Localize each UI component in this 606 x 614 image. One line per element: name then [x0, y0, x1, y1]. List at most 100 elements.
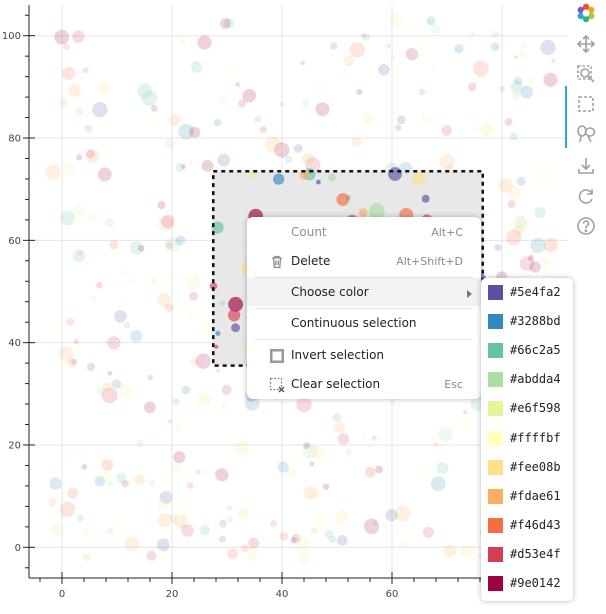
count-menu-item[interactable]: Count Alt+C	[247, 218, 481, 246]
scatter-point	[513, 55, 519, 60]
help-icon[interactable]	[574, 214, 598, 238]
scatter-point	[297, 551, 311, 564]
scatter-point	[372, 520, 377, 526]
scatter-point	[443, 544, 457, 558]
scatter-point	[527, 77, 535, 85]
scatter-point	[334, 422, 346, 434]
scatter-point	[517, 51, 526, 59]
scatter-point	[303, 485, 317, 500]
scatter-point	[85, 149, 100, 163]
scatter-point	[259, 125, 267, 134]
scatter-point	[245, 551, 257, 562]
color-hex-label: #5e4fa2	[510, 285, 561, 299]
scatter-point	[82, 528, 91, 537]
scatter-point	[213, 118, 222, 127]
scatter-point	[322, 483, 330, 490]
color-option[interactable]: #66c2a5	[481, 336, 573, 365]
clear-selection-label: Clear selection	[291, 377, 381, 391]
delete-menu-item[interactable]: Delete Alt+Shift+D	[247, 247, 481, 275]
color-option[interactable]: #ffffbf	[481, 424, 573, 453]
scatter-point	[181, 524, 194, 537]
scatter-point	[273, 173, 285, 185]
scatter-point	[173, 451, 186, 464]
continuous-selection-menu-item[interactable]: Continuous selection	[247, 309, 481, 337]
scatter-point	[50, 523, 64, 537]
scatter-point	[286, 466, 297, 478]
scatter-point	[543, 72, 558, 87]
choose-color-menu-item[interactable]: Choose color	[247, 278, 481, 306]
scatter-point	[505, 229, 522, 246]
scatter-point	[332, 412, 342, 423]
y-tick-label: 100	[2, 31, 21, 42]
scatter-point	[168, 114, 181, 127]
scatter-point	[212, 165, 219, 171]
scatter-point	[215, 468, 229, 482]
scatter-point	[72, 30, 85, 44]
scatter-point	[75, 107, 84, 116]
color-option[interactable]: #3288bd	[481, 307, 573, 336]
scatter-point	[215, 368, 221, 374]
scatter-point	[219, 519, 227, 528]
scatter-point	[386, 43, 391, 48]
color-option[interactable]: #d53e4f	[481, 540, 573, 569]
color-hex-label: #66c2a5	[510, 343, 561, 358]
color-option[interactable]: #9e0142	[481, 569, 573, 598]
scatter-point	[92, 101, 108, 118]
scatter-point	[189, 126, 201, 138]
scatter-point	[361, 33, 366, 38]
count-label: Count	[291, 225, 327, 239]
scatter-point	[214, 344, 219, 349]
scatter-point	[421, 114, 431, 124]
choose-color-label: Choose color	[291, 285, 369, 299]
scatter-point	[507, 200, 516, 209]
color-option[interactable]: #e6f598	[481, 394, 573, 423]
color-option[interactable]: #5e4fa2	[481, 278, 573, 307]
reset-icon[interactable]	[574, 184, 598, 208]
clear-selection-menu-item[interactable]: Clear selection Esc	[247, 370, 481, 398]
scatter-point	[343, 55, 354, 67]
save-icon[interactable]	[574, 154, 598, 178]
box-zoom-icon[interactable]	[574, 62, 598, 86]
scatter-point	[97, 167, 112, 182]
scatter-point	[336, 535, 348, 546]
color-option[interactable]: #abdda4	[481, 365, 573, 394]
scatter-point	[441, 125, 452, 136]
color-option[interactable]: #fee08b	[481, 453, 573, 482]
scatter-point	[418, 88, 426, 96]
submenu-arrow-icon	[467, 290, 472, 298]
scatter-point	[537, 166, 553, 183]
scatter-point	[529, 261, 541, 273]
scatter-point	[164, 303, 174, 312]
scatter-point	[521, 42, 527, 48]
scatter-point	[510, 80, 524, 94]
scatter-point	[186, 276, 200, 290]
bokeh-logo-icon[interactable]	[574, 1, 598, 25]
scatter-point	[294, 144, 303, 153]
scatter-point	[60, 210, 76, 226]
x-tick-label: 60	[386, 589, 399, 600]
scatter-point	[189, 291, 199, 301]
scatter-point	[250, 545, 263, 557]
color-option[interactable]: #f46d43	[481, 511, 573, 540]
pan-icon[interactable]	[574, 32, 598, 56]
box-select-icon[interactable]	[565, 86, 598, 118]
scatter-point	[174, 423, 183, 432]
scatter-point	[543, 237, 558, 253]
scatter-point	[540, 258, 549, 267]
scatter-point	[479, 122, 494, 137]
scatter-point	[157, 293, 171, 307]
scatter-point	[62, 162, 76, 176]
scatter-point	[362, 470, 374, 482]
lasso-select-icon[interactable]	[565, 116, 598, 148]
scatter-point	[388, 167, 402, 181]
color-swatch	[488, 372, 503, 388]
scatter-point	[411, 44, 426, 59]
scatter-point	[82, 393, 89, 400]
color-option[interactable]: #fdae61	[481, 482, 573, 511]
scatter-point	[291, 533, 301, 543]
scatter-point	[101, 459, 114, 471]
scatter-point	[58, 345, 74, 362]
invert-selection-menu-item[interactable]: Invert selection	[247, 341, 481, 369]
scatter-point	[221, 384, 232, 396]
scatter-point	[371, 435, 377, 441]
